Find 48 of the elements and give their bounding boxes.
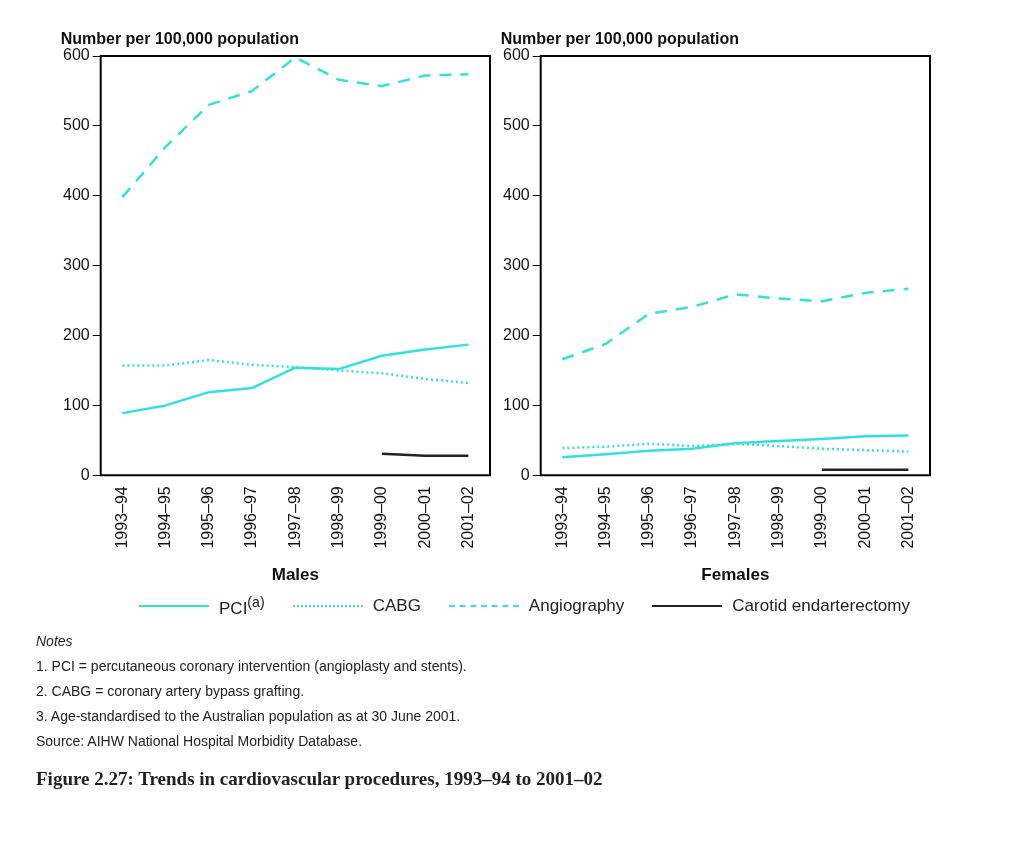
x-tick-label: 1993–94 bbox=[552, 486, 570, 549]
x-axis-title: Males bbox=[271, 565, 319, 585]
y-tick-label: 0 bbox=[80, 465, 90, 483]
text: Figure 2.27: Trends in cardiovascular procedures, 1993–94 to 2001–02 bbox=[35, 767, 604, 790]
y-tick-label: 200 bbox=[62, 325, 90, 343]
y-tick-label: 600 bbox=[62, 46, 90, 64]
x-axis-title: Females bbox=[701, 565, 770, 585]
text: 1. PCI = percutaneous coronary intervention (angioplasty and stents). bbox=[36, 656, 468, 676]
y-tick-label: 300 bbox=[502, 256, 530, 274]
line-series bbox=[121, 56, 470, 199]
y-tick-label: 300 bbox=[62, 256, 90, 274]
x-tick-label: 1998–99 bbox=[329, 486, 347, 549]
source-note: Source: AIHW National Hospital Morbidity Database. bbox=[36, 731, 364, 751]
x-tick-label: 2000–01 bbox=[855, 486, 873, 549]
x-tick-label: 1998–99 bbox=[769, 486, 787, 549]
x-tick-label: 2001–02 bbox=[898, 486, 916, 549]
y-tick-label: 100 bbox=[62, 395, 90, 413]
y-tick-label: 400 bbox=[62, 186, 90, 204]
x-tick-label: 1999–00 bbox=[372, 486, 390, 549]
y-tick-label: 600 bbox=[502, 46, 530, 64]
legend-label: CABG bbox=[372, 596, 421, 617]
x-tick-label: 1994–95 bbox=[595, 486, 613, 549]
y-axis-title: Number per 100,000 population bbox=[500, 30, 739, 48]
legend-label: Angiography bbox=[528, 596, 625, 617]
line-series bbox=[561, 287, 910, 361]
y-tick-label: 500 bbox=[502, 116, 530, 134]
y-tick-label: 400 bbox=[502, 186, 530, 204]
legend-label: PCI$^{(a)}$ bbox=[219, 594, 265, 619]
x-tick-label: 1997–98 bbox=[725, 486, 743, 549]
x-tick-label: 2000–01 bbox=[415, 486, 433, 549]
x-tick-label: 1994–95 bbox=[155, 486, 173, 549]
y-axis-title: Number per 100,000 population bbox=[60, 30, 299, 48]
x-tick-label: 1996–97 bbox=[682, 486, 700, 549]
legend-label: Carotid endarterectomy bbox=[732, 596, 910, 617]
x-tick-label: 1995–96 bbox=[199, 486, 217, 549]
x-tick-label: 2001–02 bbox=[458, 486, 476, 549]
y-tick-label: 200 bbox=[502, 325, 530, 343]
x-tick-label: 1993–94 bbox=[112, 486, 130, 549]
y-tick-label: 100 bbox=[502, 395, 530, 413]
x-tick-label: 1999–00 bbox=[812, 486, 830, 549]
x-tick-label: 1997–98 bbox=[285, 486, 303, 549]
text: 3. Age-standardised to the Australian population as at 30 June 2001. bbox=[36, 706, 462, 726]
text: Notes bbox=[36, 631, 74, 651]
x-tick-label: 1995–96 bbox=[639, 486, 657, 549]
text: 2. CABG = coronary artery bypass grafting. bbox=[36, 681, 306, 701]
x-tick-label: 1996–97 bbox=[242, 486, 260, 549]
y-tick-label: 500 bbox=[62, 116, 90, 134]
y-tick-label: 0 bbox=[520, 465, 530, 483]
